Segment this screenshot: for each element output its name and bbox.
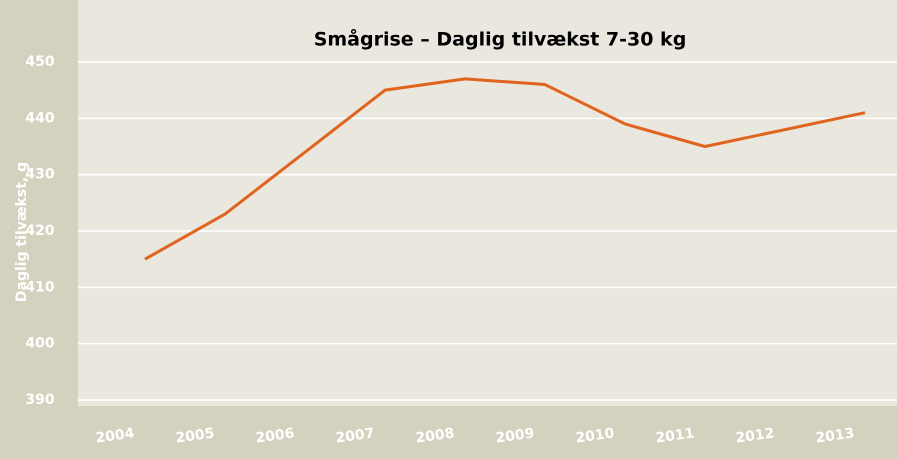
x-tick-label: 2007 [335, 425, 376, 446]
y-tick-label: 410 [25, 279, 54, 295]
y-tick-label: 430 [25, 167, 54, 183]
x-tick-label: 2011 [655, 425, 696, 446]
x-tick-label: 2008 [415, 425, 456, 446]
y-tick-label: 390 [25, 392, 54, 408]
x-tick-label: 2013 [815, 425, 856, 446]
x-tick-label: 2012 [735, 425, 776, 446]
y-tick-label: 440 [25, 110, 54, 126]
y-tick-label: 420 [25, 223, 54, 239]
y-axis-label: Daglig tilvækst, g [14, 162, 30, 302]
x-tick-label: 2005 [175, 425, 216, 446]
x-tick-label: 2010 [575, 425, 616, 446]
y-tick-label: 400 [25, 336, 54, 352]
line [144, 77, 866, 261]
chart-title: Smågrise – Daglig tilvækst 7-30 kg [314, 27, 687, 51]
x-tick-label: 2009 [495, 425, 536, 446]
x-tick-label: 2004 [95, 425, 136, 446]
plot-area [78, 0, 897, 406]
y-tick-label: 450 [25, 54, 54, 70]
x-tick-label: 2006 [255, 425, 296, 446]
